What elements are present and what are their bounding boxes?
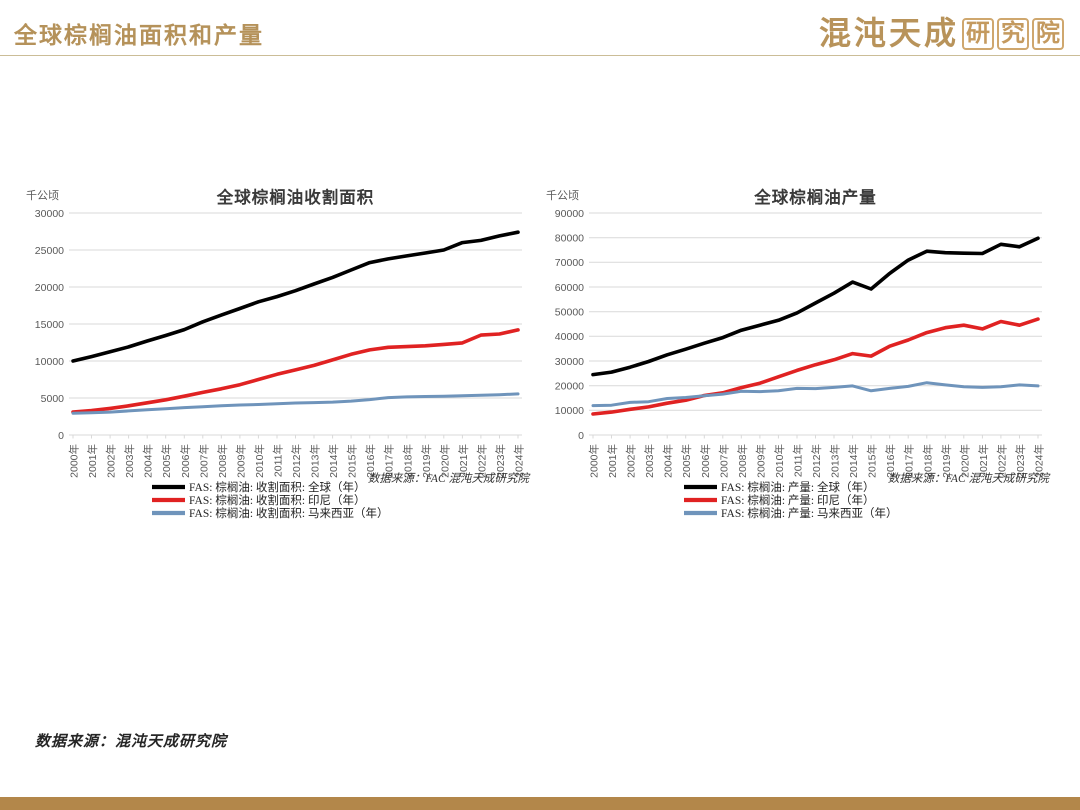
x-tick-label: 2020年	[438, 444, 451, 478]
page-title: 全球棕榈油面积和产量	[14, 23, 264, 48]
x-tick-label: 2012年	[810, 444, 823, 478]
axis-unit-label: 千公顷	[546, 189, 579, 202]
x-tick-label: 2016年	[884, 444, 897, 478]
y-tick-label: 15000	[35, 319, 64, 331]
x-tick-label: 2006年	[179, 444, 192, 478]
legend-label-1: FAS: 棕榈油: 产量: 全球（年）	[721, 480, 874, 494]
x-tick-label: 2010年	[773, 444, 786, 478]
x-tick-label: 2024年	[513, 444, 526, 478]
x-tick-label: 2015年	[866, 444, 879, 478]
x-tick-label: 2015年	[346, 444, 359, 478]
x-tick-label: 2021年	[457, 444, 470, 478]
x-tick-label: 2012年	[290, 444, 303, 478]
x-tick-label: 2004年	[142, 444, 155, 478]
y-tick-label: 40000	[555, 331, 584, 343]
legend-label-2: FAS: 棕榈油: 收割面积: 印尼（年）	[189, 493, 365, 507]
x-tick-label: 2010年	[253, 444, 266, 478]
logo-seal-char: 院	[1032, 18, 1064, 51]
x-tick-label: 2014年	[327, 444, 340, 478]
y-tick-label: 25000	[35, 245, 64, 257]
y-tick-label: 90000	[555, 208, 584, 220]
axis-unit-label: 千公顷	[26, 189, 59, 202]
x-tick-label: 2000年	[68, 444, 81, 478]
x-tick-label: 2013年	[829, 444, 842, 478]
y-tick-label: 20000	[555, 380, 584, 392]
x-tick-label: 2017年	[383, 444, 396, 478]
y-tick-label: 50000	[555, 306, 584, 318]
logo-text: 混沌天成	[818, 15, 959, 51]
x-tick-label: 2003年	[123, 444, 136, 478]
x-tick-label: 2018年	[401, 444, 414, 478]
logo-seal-char: 研	[962, 18, 994, 51]
series-line-3	[591, 381, 1040, 408]
harvested-area-chart-svg: 0 5000 10000 15000 20000 25000 30000 2000年 2001年…	[26, 187, 531, 520]
legend-label-3: FAS: 棕榈油: 收割面积: 马来西亚（年）	[189, 506, 388, 520]
x-tick-label: 2005年	[160, 444, 173, 478]
x-tick-label: 2018年	[921, 444, 934, 478]
x-tick-label: 2000年	[588, 444, 601, 478]
x-tick-label: 2016年	[364, 444, 377, 478]
y-tick-label: 60000	[555, 282, 584, 294]
footer-source-note: 数据来源：混沌天成研究院	[35, 734, 228, 750]
x-tick-label: 2001年	[86, 444, 99, 478]
x-tick-label: 2009年	[754, 444, 767, 478]
x-tick-label: 2002年	[625, 444, 638, 478]
series-line-3	[71, 392, 520, 415]
x-tick-label: 2002年	[105, 444, 118, 478]
x-tick-label: 2005年	[680, 444, 693, 478]
company-logo: 混沌天成研究院	[819, 8, 1064, 54]
x-tick-label: 2019年	[940, 444, 953, 478]
y-tick-label: 0	[58, 430, 64, 442]
bottom-accent-bar	[0, 797, 1080, 810]
y-tick-label: 70000	[555, 257, 584, 269]
x-tick-label: 2007年	[717, 444, 730, 478]
chart-title: 全球棕榈油产量	[753, 187, 877, 207]
harvested-area-chart: 0 5000 10000 15000 20000 25000 30000 2000年 2001年…	[24, 185, 536, 535]
series-line-2	[591, 317, 1040, 416]
x-tick-label: 2023年	[494, 444, 507, 478]
x-tick-label: 2021年	[977, 444, 990, 478]
x-tick-label: 2022年	[475, 444, 488, 478]
chart-source-note: 数据来源：FAC 混沌天成研究院	[888, 472, 1051, 485]
series-line-1	[591, 236, 1040, 377]
x-tick-label: 2011年	[792, 444, 805, 477]
legend-label-3: FAS: 棕榈油: 产量: 马来西亚（年）	[721, 506, 897, 520]
x-tick-label: 2001年	[606, 444, 619, 478]
header-divider	[0, 55, 1080, 56]
y-tick-label: 30000	[35, 208, 64, 220]
logo-seal-char: 究	[997, 18, 1029, 51]
x-tick-label: 2022年	[995, 444, 1008, 478]
y-tick-label: 10000	[35, 356, 64, 368]
x-tick-label: 2009年	[234, 444, 247, 478]
x-tick-label: 2019年	[420, 444, 433, 478]
y-tick-label: 10000	[555, 405, 584, 417]
x-tick-label: 2011年	[272, 444, 285, 477]
x-tick-label: 2008年	[216, 444, 229, 478]
y-tick-label: 30000	[555, 356, 584, 368]
y-tick-label: 20000	[35, 282, 64, 294]
y-tick-label: 80000	[555, 232, 584, 244]
production-chart-svg: 0 10000 20000 30000 40000 50000 60000 70000 8000…	[546, 187, 1051, 520]
y-tick-label: 5000	[41, 393, 65, 405]
x-tick-label: 2007年	[197, 444, 210, 478]
chart-source-note: 数据来源：FAC 混沌天成研究院	[368, 472, 531, 485]
x-tick-label: 2008年	[736, 444, 749, 478]
x-tick-label: 2024年	[1033, 444, 1046, 478]
y-tick-label: 0	[578, 430, 584, 442]
x-tick-label: 2003年	[643, 444, 656, 478]
x-tick-label: 2006年	[699, 444, 712, 478]
legend-label-1: FAS: 棕榈油: 收割面积: 全球（年）	[189, 480, 365, 494]
production-chart: 0 10000 20000 30000 40000 50000 60000 70000 8000…	[544, 185, 1056, 535]
chart-title: 全球棕榈油收割面积	[216, 187, 375, 207]
x-tick-label: 2017年	[903, 444, 916, 478]
series-line-1	[71, 230, 520, 363]
x-tick-label: 2023年	[1014, 444, 1027, 478]
series-line-2	[71, 328, 520, 414]
x-tick-label: 2004年	[662, 444, 675, 478]
x-tick-label: 2014年	[847, 444, 860, 478]
legend-label-2: FAS: 棕榈油: 产量: 印尼（年）	[721, 493, 874, 507]
x-tick-label: 2020年	[958, 444, 971, 478]
x-tick-label: 2013年	[309, 444, 322, 478]
